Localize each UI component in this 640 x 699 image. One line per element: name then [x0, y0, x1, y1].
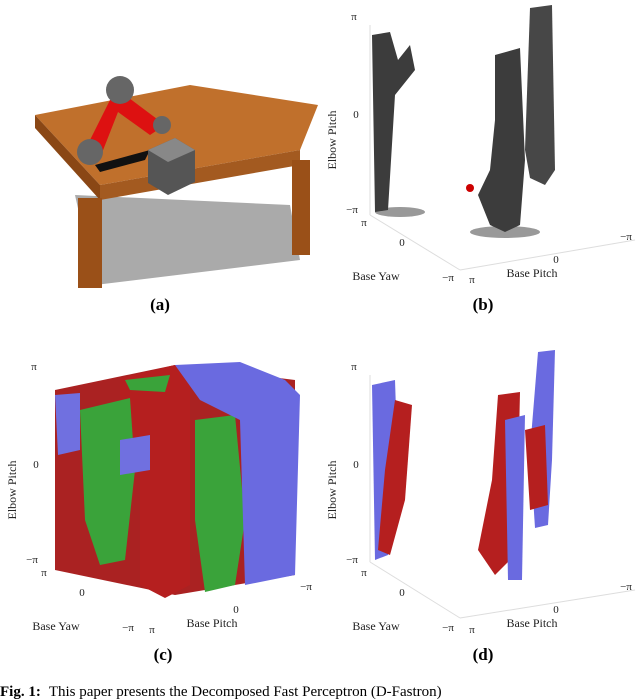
z-tick-label: −π	[346, 554, 358, 566]
z-tick-label: 0	[353, 459, 359, 471]
z-tick-label: 0	[33, 459, 39, 471]
z-axis-label: Elbow Pitch	[5, 461, 19, 520]
y-axis-label: Base Pitch	[507, 266, 558, 280]
configuration-space-c	[55, 362, 300, 598]
y-tick-label: 0	[553, 604, 559, 616]
x-tick-label: 0	[399, 237, 405, 249]
y-tick-label: π	[469, 274, 475, 286]
caption-text: This paper presents the Decomposed Fast …	[49, 684, 442, 699]
z-tick-label: −π	[26, 554, 38, 566]
y-axis-label: Base Pitch	[507, 616, 558, 630]
x-tick-label: π	[41, 567, 47, 579]
caption: Fig. 1: This paper presents the Decompose…	[0, 684, 442, 699]
x-tick-label: 0	[79, 587, 85, 599]
y-tick-label: π	[149, 624, 155, 636]
x-tick-label: π	[361, 567, 367, 579]
panel-label: (d)	[473, 645, 494, 664]
y-tick-label: 0	[233, 604, 239, 616]
y-tick-label: −π	[620, 231, 632, 243]
y-tick-label: 0	[553, 254, 559, 266]
z-axis-label: Elbow Pitch	[325, 461, 339, 520]
y-tick-label: −π	[300, 581, 312, 593]
panel-label: (b)	[473, 295, 494, 314]
x-tick-label: π	[361, 217, 367, 229]
z-tick-label: π	[351, 361, 357, 373]
panel-label: (a)	[150, 295, 170, 314]
x-tick-label: 0	[399, 587, 405, 599]
robot-scene	[35, 76, 318, 288]
x-tick-label: −π	[442, 622, 454, 634]
caption-prefix: Fig. 1:	[0, 684, 41, 699]
z-tick-label: π	[31, 361, 37, 373]
z-axis-label: Elbow Pitch	[325, 111, 339, 170]
y-tick-label: π	[469, 624, 475, 636]
x-axis-label: Base Yaw	[352, 269, 400, 283]
y-tick-label: −π	[620, 581, 632, 593]
z-tick-label: 0	[353, 109, 359, 121]
x-tick-label: −π	[442, 272, 454, 284]
x-axis-label: Base Yaw	[352, 619, 400, 633]
configuration-space-b	[369, 5, 636, 271]
panel-label: (c)	[154, 645, 173, 664]
x-axis-label: Base Yaw	[32, 619, 80, 633]
y-axis-label: Base Pitch	[187, 616, 238, 630]
z-tick-label: π	[351, 11, 357, 23]
x-tick-label: −π	[122, 622, 134, 634]
z-tick-label: −π	[346, 204, 358, 216]
configuration-space-d	[369, 350, 636, 619]
